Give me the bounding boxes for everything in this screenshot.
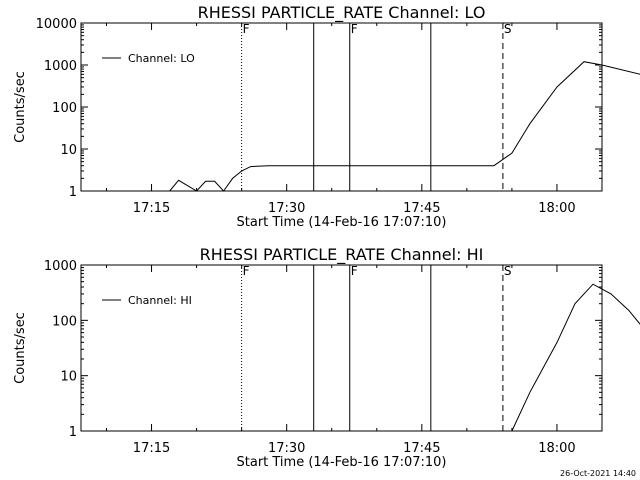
- panel-1-y-tick-label: 1000: [44, 59, 77, 74]
- panel-1-legend-label: Channel: LO: [128, 52, 195, 65]
- panel-1-y-tick-label: 100: [52, 101, 77, 116]
- panel-1-x-tick-label: 17:15: [133, 201, 170, 216]
- panel-2-legend-label: Channel: HI: [128, 294, 192, 307]
- panel-1-x-tick-label: 18:00: [538, 201, 575, 216]
- panel-1-x-axis-label: Start Time (14-Feb-16 17:07:10): [237, 215, 447, 230]
- panel-1-y-axis-label: Counts/sec: [13, 71, 28, 143]
- panel-2-y-tick-label: 100: [52, 314, 77, 329]
- footer-timestamp: 26-Oct-2021 14:40: [560, 469, 636, 478]
- panel-2-plot-frame: [80, 264, 603, 432]
- panel-2-y-tick-label: 1000: [44, 259, 77, 274]
- panel-1-marker-label: F: [243, 22, 250, 36]
- panel-1-y-tick-label: 10: [60, 143, 77, 158]
- panel-1-x-tick-label: 17:45: [403, 201, 440, 216]
- panel-2-y-axis-label: Counts/sec: [13, 312, 28, 384]
- panel-2-x-tick-label: 17:45: [403, 441, 440, 456]
- panel-1-marker-label: S: [504, 22, 512, 36]
- panel-2-x-tick-label: 17:15: [133, 441, 170, 456]
- panel-2-marker-label: F: [351, 264, 358, 278]
- panel-1-y-tick-label: 10000: [36, 17, 77, 32]
- panel-2-marker-label: F: [243, 264, 250, 278]
- panel-2-x-tick-label: 17:30: [268, 441, 305, 456]
- panel-2-y-tick-label: 1: [69, 425, 77, 440]
- panel-1-marker-label: F: [351, 22, 358, 36]
- panel-1-y-tick-label: 1: [69, 185, 77, 200]
- panel-2-marker-label: S: [504, 264, 512, 278]
- panel-2-y-tick-label: 10: [60, 370, 77, 385]
- panel-2-title: RHESSI PARTICLE_RATE Channel: HI: [200, 245, 484, 265]
- panel-2-x-axis-label: Start Time (14-Feb-16 17:07:10): [237, 455, 447, 470]
- panel-2-x-tick-label: 18:00: [538, 441, 575, 456]
- panel-1-title: RHESSI PARTICLE_RATE Channel: LO: [198, 3, 486, 23]
- panel-1-series-line: [169, 61, 640, 192]
- panel-2-series-line: [511, 283, 640, 432]
- panel-1-x-tick-label: 17:30: [268, 201, 305, 216]
